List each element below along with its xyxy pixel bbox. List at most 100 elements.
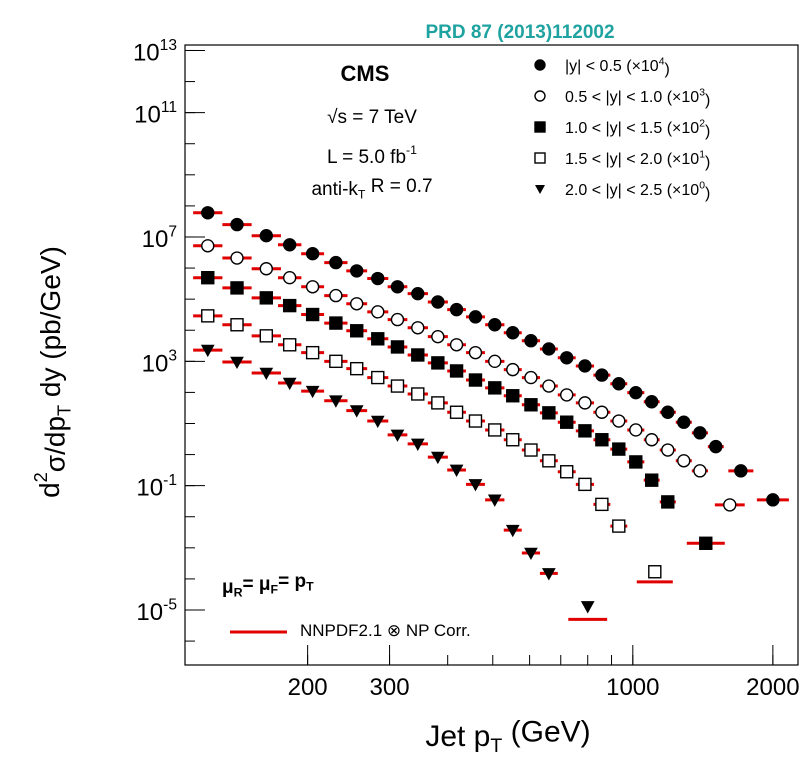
data-point xyxy=(411,321,425,335)
data-point xyxy=(645,395,659,409)
data-point xyxy=(612,442,626,456)
data-point xyxy=(305,246,320,261)
data-point xyxy=(506,326,520,340)
data-point xyxy=(305,307,320,322)
data-point xyxy=(350,264,364,278)
data-point xyxy=(661,405,675,419)
data-point xyxy=(350,324,364,338)
data-point xyxy=(411,348,425,362)
chart-title: PRD 87 (2013)112002 xyxy=(425,22,614,43)
data-point xyxy=(305,280,320,294)
data-point xyxy=(542,568,556,581)
data-point xyxy=(709,439,723,454)
data-point xyxy=(282,270,297,285)
data-point xyxy=(487,494,502,507)
data-point xyxy=(595,433,609,447)
data-point xyxy=(230,318,244,332)
data-point xyxy=(524,398,538,412)
data-point xyxy=(201,309,215,323)
data-point xyxy=(612,414,626,428)
data-point xyxy=(612,377,626,391)
data-point xyxy=(488,423,502,437)
data-point xyxy=(645,433,659,447)
data-point xyxy=(578,396,592,410)
data-point xyxy=(560,465,574,479)
data-point xyxy=(329,255,343,270)
data-point xyxy=(200,344,215,358)
data-point xyxy=(661,495,675,509)
data-point xyxy=(524,334,538,348)
data-point xyxy=(390,379,405,393)
data-point xyxy=(370,415,385,429)
data-point xyxy=(449,302,464,317)
y-tick-label: 107​ xyxy=(142,224,177,254)
data-point xyxy=(506,433,520,447)
data-point xyxy=(524,370,538,385)
data-point xyxy=(693,426,707,440)
data-point xyxy=(595,368,609,382)
legend-marker xyxy=(534,59,546,71)
data-point xyxy=(578,359,592,373)
data-point xyxy=(677,454,691,468)
plot-frame xyxy=(184,44,799,666)
theory-legend-label: NNPDF2.1 ⊗ NP Corr. xyxy=(300,621,471,640)
annotation: √s = 7 TeV xyxy=(327,107,417,128)
y-tick-label: 10-1​ xyxy=(136,472,177,502)
data-point xyxy=(449,364,464,378)
data-point xyxy=(449,464,464,477)
x-tick-label: 200 xyxy=(288,674,328,701)
legend-marker xyxy=(534,90,546,102)
data-point xyxy=(390,280,405,294)
y-tick-label: 10-5​ xyxy=(136,597,177,627)
data-point xyxy=(259,367,274,381)
annotation: CMS xyxy=(341,61,390,86)
data-point xyxy=(723,498,737,512)
scale-note: μR​= μF​= pT​ xyxy=(222,571,314,600)
data-point xyxy=(305,345,320,360)
data-point xyxy=(282,238,297,252)
legend-marker xyxy=(535,185,545,194)
data-point xyxy=(431,295,445,309)
data-point xyxy=(282,338,297,352)
data-point xyxy=(259,291,274,305)
data-point xyxy=(595,405,609,419)
y-axis-label: d2​σ/dpT​ dy (pb/GeV) xyxy=(31,246,75,498)
legend-marker xyxy=(534,121,546,133)
data-point xyxy=(431,329,445,344)
data-point xyxy=(468,345,483,360)
data-point xyxy=(699,536,713,550)
data-point xyxy=(329,395,343,408)
data-point xyxy=(329,354,343,369)
data-point xyxy=(560,351,574,365)
data-point xyxy=(430,451,445,465)
data-point xyxy=(431,396,445,410)
data-point xyxy=(578,477,592,492)
data-point xyxy=(595,497,609,512)
data-point xyxy=(201,206,215,220)
data-point xyxy=(390,340,405,354)
annotation: L = 5.0 fb-1​ xyxy=(327,143,417,168)
data-point xyxy=(259,228,274,243)
data-point xyxy=(390,429,405,442)
data-point xyxy=(371,305,385,319)
data-point xyxy=(505,524,520,538)
data-point xyxy=(449,338,464,352)
data-point xyxy=(230,281,244,295)
data-point xyxy=(259,329,274,343)
data-point xyxy=(329,288,343,303)
data-point xyxy=(468,414,483,428)
data-point xyxy=(542,379,556,393)
x-tick-label: 1000 xyxy=(606,674,659,701)
legend-marker xyxy=(534,152,546,164)
data-point xyxy=(661,443,675,457)
data-point xyxy=(371,370,385,385)
data-point xyxy=(468,310,483,324)
data-point xyxy=(411,286,425,301)
data-point xyxy=(629,385,643,400)
data-point xyxy=(766,493,780,507)
data-point xyxy=(560,388,574,402)
data-point xyxy=(201,239,215,253)
data-point xyxy=(677,415,691,429)
data-point xyxy=(410,438,425,451)
